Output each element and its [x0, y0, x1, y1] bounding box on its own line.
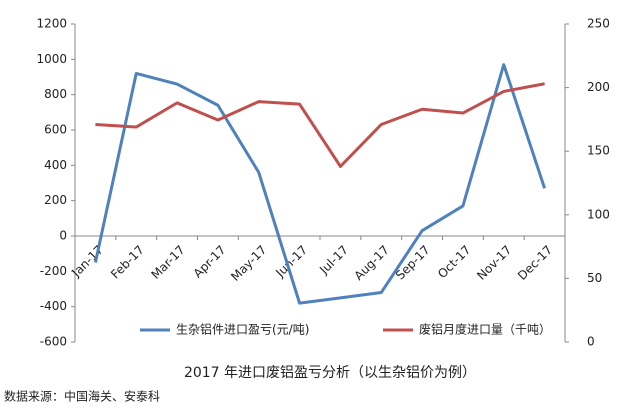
- y-tick-label: 0: [59, 229, 67, 243]
- x-tick-label: Oct-17: [435, 243, 473, 281]
- y2-tick-label: 50: [587, 271, 602, 285]
- x-tick-label: May-17: [228, 243, 269, 284]
- y-tick-label: 600: [44, 123, 67, 137]
- x-tick-label: Aug-17: [352, 243, 392, 283]
- x-tick-label: Nov-17: [474, 243, 514, 283]
- y-tick-label: 1000: [36, 52, 67, 66]
- y2-tick-label: 150: [587, 144, 610, 158]
- series-line: [93, 63, 547, 305]
- y-tick-label: 1200: [36, 17, 67, 31]
- legend-label: 废铝月度进口量（千吨）: [419, 322, 551, 337]
- x-tick-label: Mar-17: [148, 243, 187, 282]
- x-tick-label: Apr-17: [191, 243, 229, 281]
- chart-title: 2017 年进口废铝盈亏分析（以生杂铝价为例）: [184, 365, 476, 381]
- y-tick-label: 400: [44, 158, 67, 172]
- x-tick-label: Sep-17: [393, 243, 433, 283]
- x-tick-label: Jan-17: [68, 243, 106, 281]
- y-tick-label: -200: [40, 264, 67, 278]
- x-tick-label: Feb-17: [108, 243, 147, 282]
- y2-tick-label: 250: [587, 17, 610, 31]
- series-line: [95, 82, 545, 168]
- y2-tick-label: 200: [587, 80, 610, 94]
- y-tick-label: -400: [40, 299, 67, 313]
- x-tick-label: Jul-17: [316, 243, 351, 278]
- y-tick-label: 800: [44, 87, 67, 101]
- y2-tick-label: 0: [587, 335, 595, 349]
- source-note: 数据来源：中国海关、安泰科: [4, 389, 160, 404]
- y-tick-label: -600: [40, 335, 67, 349]
- legend-label: 生杂铝件进口盈亏(元/吨): [176, 322, 309, 337]
- y2-tick-label: 100: [587, 207, 610, 221]
- x-tick-label: Dec-17: [515, 243, 555, 283]
- y-tick-label: 200: [44, 193, 67, 207]
